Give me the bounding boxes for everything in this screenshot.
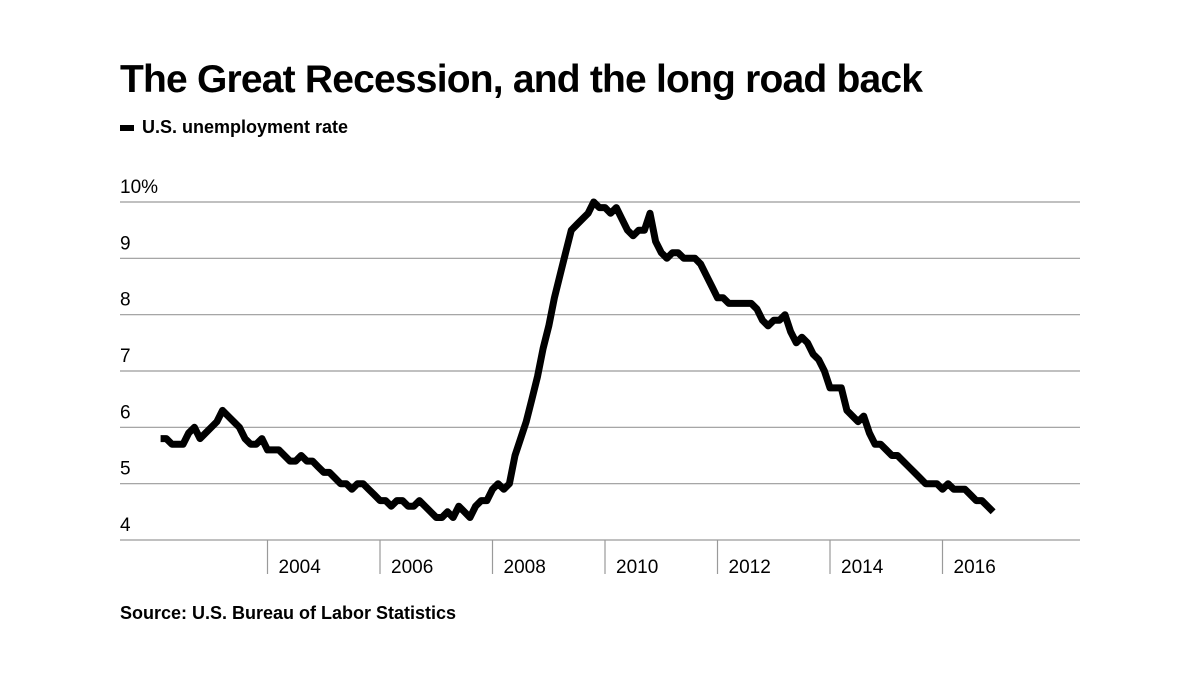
x-tick-label-2006: 2006 <box>391 557 433 578</box>
y-tick-label-10: 10% <box>120 177 158 198</box>
y-tick-label-8: 8 <box>120 290 131 311</box>
legend: U.S. unemployment rate <box>120 117 348 138</box>
series-layer <box>160 198 996 521</box>
x-tick-label-2010: 2010 <box>616 557 658 578</box>
y-axis-tick-labels: 10% 9 8 7 6 5 4 <box>120 177 158 536</box>
legend-line-swatch <box>120 124 134 131</box>
x-axis-ticks: 2004 2006 2008 2010 2012 2014 2016 <box>266 540 996 578</box>
source-note: Source: U.S. Bureau of Labor Statistics <box>120 603 457 623</box>
series-line-0 <box>160 198 996 521</box>
y-tick-label-4: 4 <box>120 515 131 536</box>
grid-lines <box>120 201 1080 541</box>
y-tick-label-9: 9 <box>120 233 131 254</box>
y-tick-label-7: 7 <box>120 346 131 367</box>
legend-label: U.S. unemployment rate <box>142 117 349 137</box>
y-tick-label-6: 6 <box>120 402 131 423</box>
x-tick-label-2012: 2012 <box>729 557 771 578</box>
x-tick-label-2004: 2004 <box>279 557 322 578</box>
x-tick-label-2016: 2016 <box>954 557 996 578</box>
x-tick-label-2008: 2008 <box>504 557 546 578</box>
y-tick-label-5: 5 <box>120 459 131 480</box>
x-tick-label-2014: 2014 <box>841 557 884 578</box>
chart-title: The Great Recession, and the long road b… <box>120 58 923 101</box>
